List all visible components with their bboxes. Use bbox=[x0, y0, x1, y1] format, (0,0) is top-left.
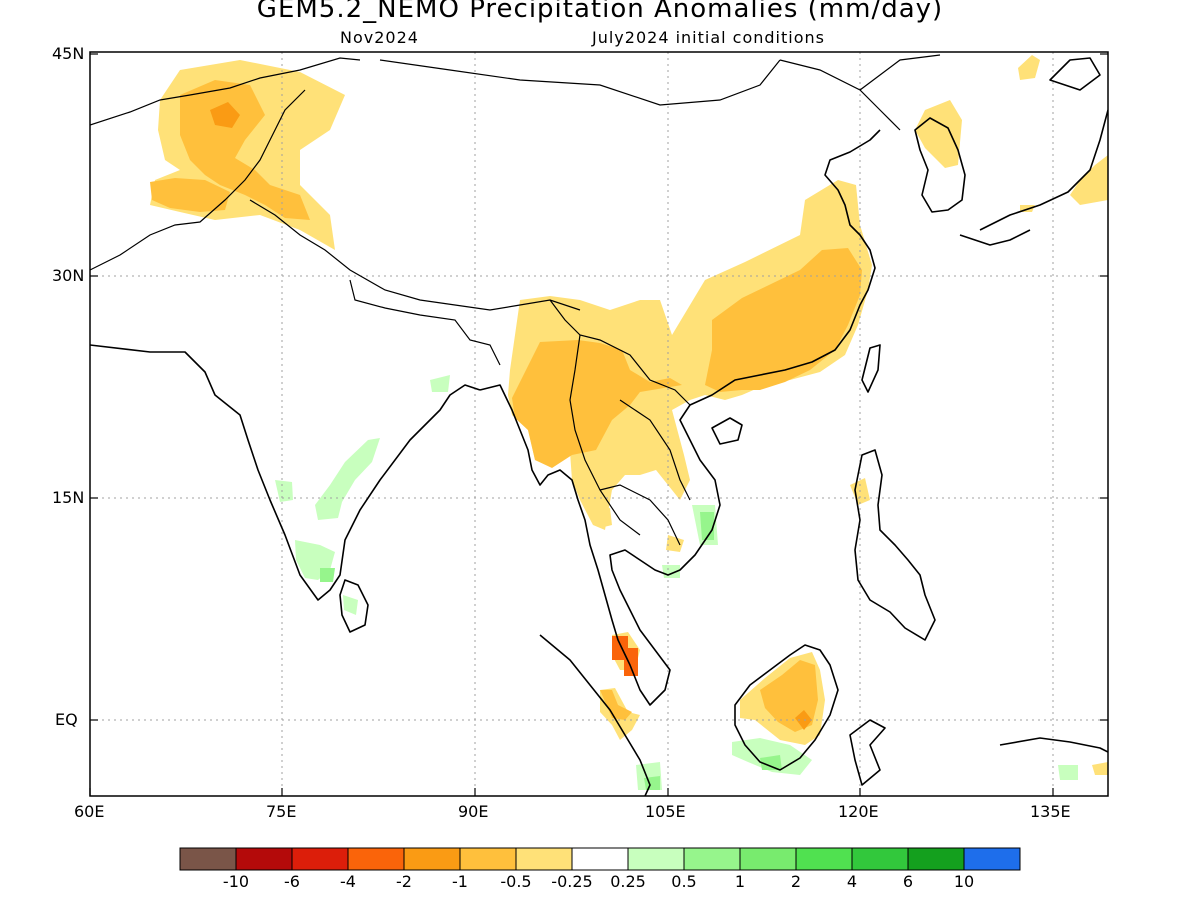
map-title: GEM5.2_NEMO Precipitation Anomalies (mm/… bbox=[256, 0, 944, 24]
lat-label-45n: 45N bbox=[52, 44, 85, 63]
lon-label-120e: 120E bbox=[838, 802, 879, 821]
colorbar bbox=[179, 847, 1021, 871]
colorbar-swatch bbox=[571, 847, 629, 871]
lon-label-105e: 105E bbox=[645, 802, 686, 821]
colorbar-label: -0.5 bbox=[500, 872, 532, 891]
dry-anomaly-moderate bbox=[150, 80, 862, 732]
lon-label-75e: 75E bbox=[266, 802, 297, 821]
country-borders bbox=[90, 54, 941, 546]
colorbar-label: -10 bbox=[222, 872, 250, 891]
lat-label-30n: 30N bbox=[52, 266, 85, 285]
lon-label-135e: 135E bbox=[1030, 802, 1071, 821]
colorbar-label: -1 bbox=[452, 872, 468, 891]
colorbar-swatch bbox=[627, 847, 685, 871]
lat-label-eq: EQ bbox=[55, 710, 78, 729]
colorbar-swatch bbox=[683, 847, 741, 871]
coastlines bbox=[90, 57, 1108, 796]
wet-anomaly-moderate bbox=[320, 512, 782, 790]
axis-ticks bbox=[89, 53, 1108, 796]
colorbar-label: 4 bbox=[846, 872, 858, 891]
wet-anomaly-light bbox=[275, 375, 1078, 790]
colorbar-label: 6 bbox=[902, 872, 914, 891]
colorbar-swatch bbox=[739, 847, 797, 871]
colorbar-label: 0.5 bbox=[671, 872, 697, 891]
colorbar-swatch bbox=[403, 847, 461, 871]
colorbar-swatch bbox=[459, 847, 517, 871]
colorbar-label: 10 bbox=[953, 872, 975, 891]
colorbar-swatch bbox=[851, 847, 909, 871]
colorbar-label: 0.25 bbox=[610, 872, 646, 891]
lon-label-90e: 90E bbox=[458, 802, 489, 821]
colorbar-label: -0.25 bbox=[551, 872, 593, 891]
colorbar-swatch bbox=[179, 847, 237, 871]
colorbar-swatch bbox=[963, 847, 1021, 871]
forecast-month: Nov2024 bbox=[340, 28, 419, 47]
colorbar-swatch bbox=[795, 847, 853, 871]
initial-conditions-note: July2024 initial conditions bbox=[592, 28, 825, 47]
colorbar-swatch bbox=[515, 847, 573, 871]
colorbar-label: -2 bbox=[396, 872, 412, 891]
colorbar-swatch bbox=[291, 847, 349, 871]
colorbar-label: -4 bbox=[340, 872, 356, 891]
colorbar-label: 2 bbox=[790, 872, 802, 891]
colorbar-swatch bbox=[347, 847, 405, 871]
colorbar-label: -6 bbox=[284, 872, 300, 891]
map-frame bbox=[89, 51, 1109, 797]
colorbar-swatch bbox=[907, 847, 965, 871]
lat-lon-grid bbox=[90, 52, 1108, 796]
colorbar-label: 1 bbox=[734, 872, 746, 891]
lat-label-15n: 15N bbox=[52, 488, 85, 507]
anomaly-shading bbox=[150, 55, 1108, 790]
dry-anomaly-strong bbox=[210, 102, 812, 730]
lon-label-60e: 60E bbox=[74, 802, 105, 821]
colorbar-swatch bbox=[235, 847, 293, 871]
